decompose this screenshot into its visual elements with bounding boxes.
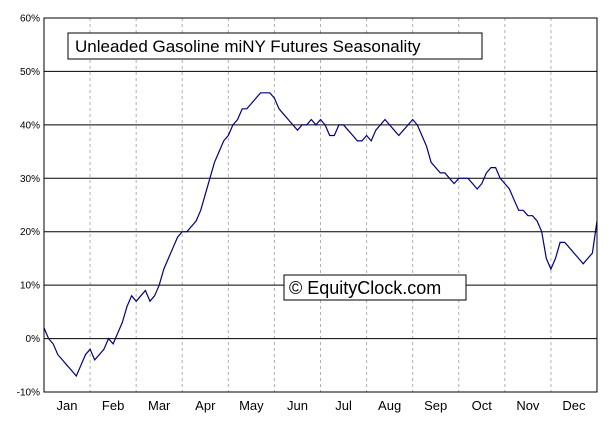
x-axis-month-labels: Jan Feb Mar Apr May Jun Jul Aug Sep Oct Nov Dec [57, 398, 586, 413]
plot-border [43, 17, 598, 393]
y-tick-label: 0% [26, 334, 41, 345]
y-axis-tick-labels: -10% 0% 10% 20% 30% 40% 50% 60% [17, 14, 40, 399]
month-label: Dec [562, 398, 586, 413]
month-label: Jul [335, 398, 352, 413]
month-label: Nov [516, 398, 540, 413]
watermark-text: © EquityClock.com [289, 278, 441, 298]
month-label: Jan [57, 398, 78, 413]
y-tick-label: 10% [20, 281, 40, 292]
y-tick-label: 20% [20, 227, 40, 238]
vertical-gridlines [89, 18, 552, 392]
y-tick-label: 40% [20, 120, 40, 131]
y-tick-label: 50% [20, 67, 40, 78]
month-label: Feb [102, 398, 124, 413]
y-tick-label: -10% [17, 388, 40, 399]
month-label: Apr [195, 398, 216, 413]
y-tick-label: 60% [20, 14, 40, 25]
month-label: May [239, 398, 264, 413]
watermark-box: © EquityClock.com [283, 274, 467, 301]
month-label: Mar [148, 398, 171, 413]
month-label: Oct [472, 398, 493, 413]
y-tick-label: 30% [20, 174, 40, 185]
month-label: Jun [287, 398, 308, 413]
month-label: Aug [378, 398, 401, 413]
chart-title: Unleaded Gasoline miNY Futures Seasonali… [75, 37, 421, 56]
title-box: Unleaded Gasoline miNY Futures Seasonali… [67, 32, 483, 60]
month-label: Sep [424, 398, 447, 413]
seasonality-line [43, 92, 598, 378]
